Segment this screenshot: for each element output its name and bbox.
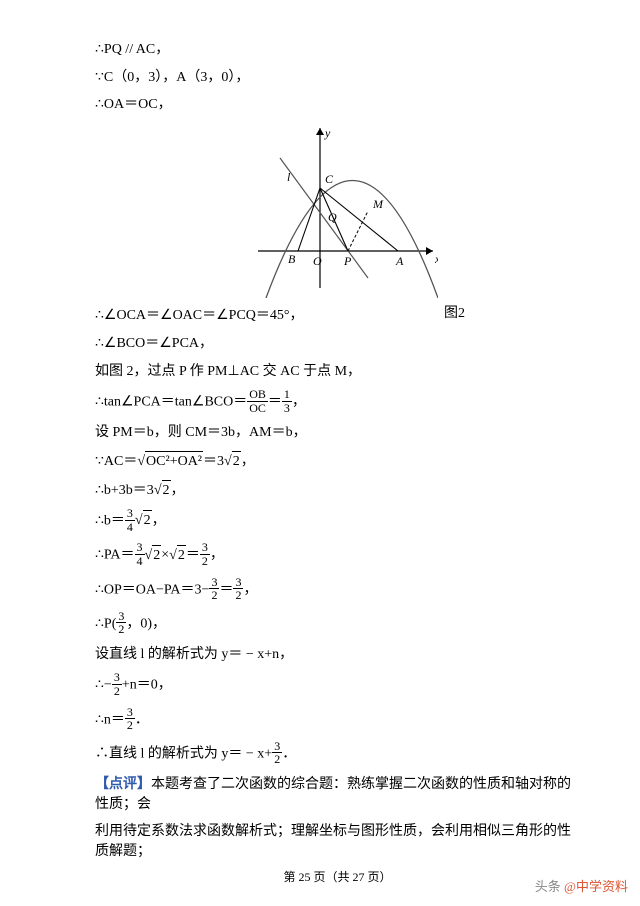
svg-text:P: P — [343, 254, 352, 268]
page-footer: 第 25 页（共 27 页） — [95, 869, 580, 886]
sqrt-1: OC²+OA² — [137, 451, 203, 472]
svg-text:A: A — [395, 254, 404, 268]
line-15: 设直线 l 的解析式为 y＝ − x+n， — [95, 645, 580, 665]
line-16: ∴−32+n＝0， — [95, 672, 580, 698]
line-17: ∴n＝32． — [95, 707, 580, 733]
svg-text:x: x — [434, 252, 438, 266]
line-11: ∴b＝342， — [95, 508, 580, 534]
watermark-prefix: 头条 — [535, 879, 564, 894]
frac-3-2b: 32 — [209, 576, 219, 602]
svg-text:Q: Q — [328, 210, 337, 224]
sqrt-4: 2 — [135, 510, 152, 531]
frac-3-2c: 32 — [233, 576, 243, 602]
line-3: ∴OA＝OC， — [95, 95, 580, 115]
sqrt-2: 2 — [224, 451, 241, 472]
line-1: ∴PQ // AC， — [95, 40, 580, 60]
figure-svg: yxlCQMBOPA — [238, 123, 438, 298]
line-18: ∴直线 l 的解析式为 y＝ − x+32． — [95, 741, 580, 767]
frac-ob-oc: OBOC — [247, 388, 268, 414]
line-10: ∴b+3b＝32， — [95, 480, 580, 501]
svg-text:B: B — [288, 252, 296, 266]
page-content: ∴PQ // AC， ∵C（0，3），A（3，0）， ∴OA＝OC， yxlCQ… — [0, 0, 640, 906]
line-14: ∴P(32，0)， — [95, 611, 580, 637]
line-7: ∴tan∠PCA＝tan∠BCO＝OBOC＝13， — [95, 389, 580, 415]
line-12: ∴PA＝342×2＝32， — [95, 542, 580, 568]
sqrt-5: 2 — [145, 545, 162, 566]
frac-3-2a: 32 — [200, 541, 210, 567]
svg-text:O: O — [313, 254, 322, 268]
line-5: ∴∠BCO＝∠PCA， — [95, 334, 580, 354]
figure-caption: 图2 — [444, 304, 465, 324]
line-2: ∵C（0，3），A（3，0）， — [95, 68, 580, 88]
frac-3-4: 34 — [125, 507, 135, 533]
comment-line-1: 【点评】本题考查了二次函数的综合题：熟练掌握二次函数的性质和轴对称的性质；会 — [95, 775, 580, 814]
frac-3-4b: 34 — [135, 541, 145, 567]
frac-3-2g: 32 — [272, 740, 282, 766]
line-6: 如图 2，过点 P 作 PM⊥AC 交 AC 于点 M， — [95, 362, 580, 382]
svg-text:y: y — [324, 126, 331, 140]
figure-2: yxlCQMBOPA — [95, 123, 580, 305]
comment-line-2: 利用待定系数法求函数解析式；理解坐标与图形性质，会利用相似三角形的性质解题； — [95, 822, 580, 861]
line-8: 设 PM＝b，则 CM＝3b，AM＝b， — [95, 423, 580, 443]
line-4: ∴∠OCA＝∠OAC＝∠PCQ＝45°， 图2 — [95, 306, 580, 326]
svg-text:M: M — [372, 197, 384, 211]
svg-text:C: C — [325, 172, 334, 186]
frac-3-2d: 32 — [116, 610, 126, 636]
frac-3-2f: 32 — [125, 706, 135, 732]
comment-label: 【点评】 — [95, 777, 151, 792]
line-13: ∴OP＝OA−PA＝3−32＝32， — [95, 577, 580, 603]
sqrt-6: 2 — [169, 545, 186, 566]
frac-1-3: 13 — [282, 388, 292, 414]
line-9: ∵AC＝OC²+OA²＝32， — [95, 451, 580, 472]
sqrt-3: 2 — [154, 480, 171, 501]
watermark: 头条 @中学资料 — [535, 876, 628, 895]
frac-3-2e: 32 — [112, 671, 122, 697]
watermark-name: @中学资料 — [564, 879, 628, 894]
